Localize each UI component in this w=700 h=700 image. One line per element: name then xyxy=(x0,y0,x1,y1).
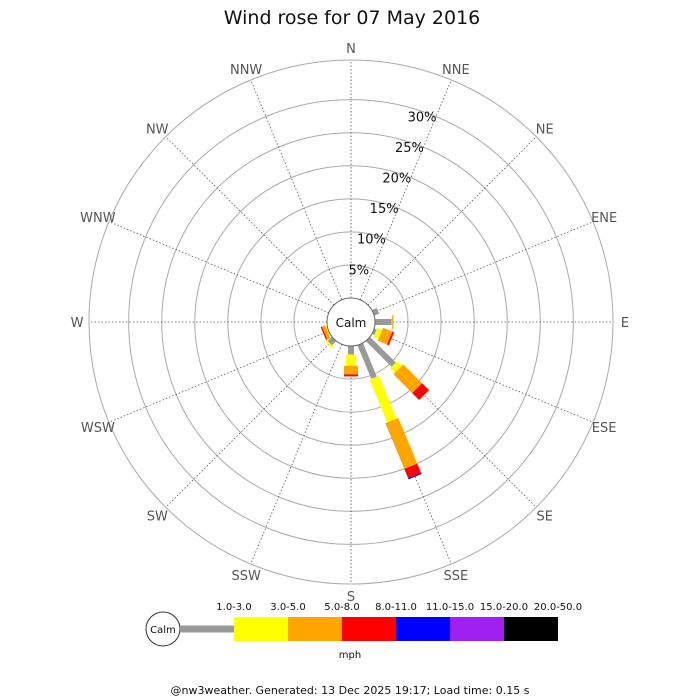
radial-tick-label: 15% xyxy=(370,202,399,217)
grid-spoke xyxy=(250,344,343,565)
polar-grid: N NNE NE ENE E ESE SE SSE S SSW SW WSW W WNW NW NNW xyxy=(71,42,630,605)
direction-label: WNW xyxy=(80,211,116,226)
direction-label: SSE xyxy=(443,569,468,584)
grid-ring xyxy=(194,165,508,479)
radial-tick-label: 30% xyxy=(408,111,437,126)
bar-segment-sse xyxy=(404,463,422,479)
legend-swatch xyxy=(450,617,504,641)
bar-segment-sse xyxy=(369,375,397,423)
direction-label: WSW xyxy=(81,421,115,436)
grid-spoke xyxy=(108,221,329,314)
grid-ring xyxy=(293,264,409,380)
grid-spoke xyxy=(373,330,594,423)
bar-segment-ese xyxy=(386,331,395,346)
direction-label: ESE xyxy=(592,421,617,436)
bar-segment-wsw xyxy=(321,325,331,340)
calm-circle: Calm xyxy=(326,297,376,347)
bar-segment-se xyxy=(390,361,402,373)
bar-segment-s xyxy=(344,365,358,375)
radial-tick-label: 25% xyxy=(395,141,424,156)
bar-segment-se xyxy=(365,336,396,367)
bar-segment-sw xyxy=(327,336,337,346)
direction-label: SSW xyxy=(231,569,261,584)
chart-title: Wind rose for 07 May 2016 xyxy=(224,7,481,29)
bar-segment-ese xyxy=(373,327,383,339)
direction-label: SW xyxy=(147,510,168,525)
legend-bin-label: 8.0-11.0 xyxy=(375,602,417,613)
legend-calm-label: Calm xyxy=(150,625,176,636)
calm-label: Calm xyxy=(336,316,367,330)
grid-ring xyxy=(128,99,574,545)
legend-swatch xyxy=(234,617,288,641)
legend-bin-label: 15.0-20.0 xyxy=(480,602,528,613)
bar-segment-e xyxy=(375,319,392,325)
bar-segment-se xyxy=(393,364,423,394)
legend-bin-label: 3.0-5.0 xyxy=(270,602,305,613)
radial-tick-label: 20% xyxy=(382,172,411,187)
direction-label: S xyxy=(347,590,355,605)
legend-bin-label: 11.0-15.0 xyxy=(426,602,474,613)
bar-segment-s xyxy=(348,346,354,355)
radial-tick-labels: 5% 10% 15% 20% 25% 30% xyxy=(349,111,437,279)
legend-bin-label: 1.0-3.0 xyxy=(216,602,251,613)
grid-spoke xyxy=(108,330,329,423)
bar-segment-se xyxy=(412,383,430,401)
wind-bars xyxy=(320,308,430,480)
legend-bin-label: 20.0-50.0 xyxy=(534,602,582,613)
radial-tick-label: 10% xyxy=(357,233,386,248)
radial-tick-label: 5% xyxy=(349,263,370,278)
direction-label: ENE xyxy=(591,211,617,226)
legend-bin-label: 5.0-8.0 xyxy=(324,602,359,613)
legend-swatch xyxy=(180,625,234,633)
grid-spoke xyxy=(367,136,537,306)
direction-label: NW xyxy=(146,122,169,137)
bar-segment-sw xyxy=(324,339,334,349)
direction-label: NNW xyxy=(230,63,262,78)
legend-swatch xyxy=(396,617,450,641)
legend: Calm mph 1.0-3.0 3.0-5.0 5.0-8.0 8.0-11.0 11… xyxy=(145,602,582,661)
bar-segment-sse xyxy=(408,472,422,480)
bar-segment-s xyxy=(344,374,358,377)
grid-spoke xyxy=(250,79,343,300)
direction-label: NE xyxy=(536,122,554,137)
bar-segment-e xyxy=(391,317,393,327)
direction-label: W xyxy=(71,316,84,331)
grid-spoke xyxy=(373,221,594,314)
direction-label: E xyxy=(621,316,629,331)
bar-segment-ese xyxy=(377,327,393,345)
grid-ring xyxy=(260,231,442,413)
bar-segment-wsw xyxy=(320,326,328,340)
legend-swatch xyxy=(504,617,558,641)
grid-spoke xyxy=(359,79,452,300)
legend-swatch xyxy=(288,617,342,641)
bar-segment-wsw xyxy=(325,326,331,337)
bar-segment-s xyxy=(346,354,356,366)
grid-spoke xyxy=(165,136,335,306)
bar-segment-sse xyxy=(357,343,377,379)
bar-segment-ese xyxy=(372,328,377,335)
bar-segment-e xyxy=(392,315,394,329)
legend-swatch xyxy=(342,617,396,641)
grid-spoke xyxy=(165,338,335,508)
legend-unit: mph xyxy=(339,650,361,661)
direction-label: SE xyxy=(537,510,553,525)
direction-label: NNE xyxy=(442,63,470,78)
grid-ring xyxy=(88,59,614,585)
direction-label: N xyxy=(346,42,356,57)
bar-segment-sse xyxy=(385,417,418,470)
footer-text: @nw3weather. Generated: 13 Dec 2025 19:1… xyxy=(171,684,530,697)
